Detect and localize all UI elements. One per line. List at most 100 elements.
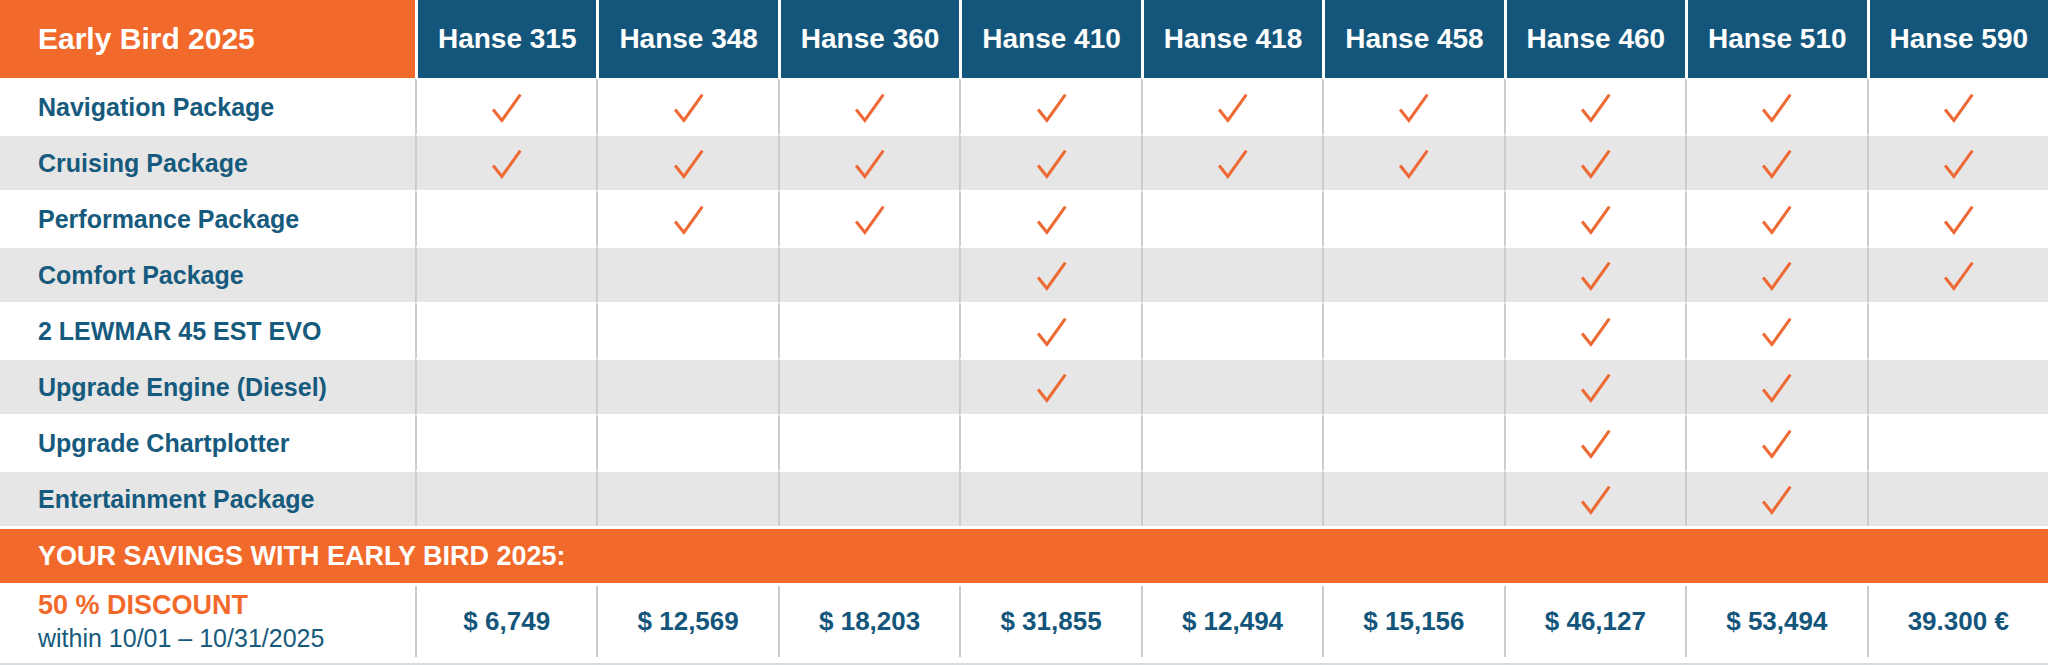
- check-icon: [1577, 427, 1614, 460]
- row-label: Performance Package: [0, 190, 415, 246]
- check-cell: [415, 134, 596, 190]
- check-cell: [1141, 134, 1322, 190]
- check-cell: [596, 470, 777, 526]
- check-icon: [1033, 147, 1070, 180]
- check-cell: [1322, 470, 1503, 526]
- check-icon: [1577, 259, 1614, 292]
- price-hanse-510: $ 53,494: [1685, 586, 1866, 657]
- discount-cell: 50 % DISCOUNT within 10/01 – 10/31/2025: [0, 586, 415, 657]
- check-cell: [415, 302, 596, 358]
- check-icon: [1577, 203, 1614, 236]
- column-header-hanse-418: Hanse 418: [1141, 0, 1322, 78]
- check-icon: [1577, 371, 1614, 404]
- check-cell: [778, 470, 959, 526]
- check-cell: [1867, 134, 2048, 190]
- early-bird-comparison-table: Early Bird 2025 Hanse 315 Hanse 348 Hans…: [0, 0, 2048, 665]
- check-icon: [670, 91, 707, 124]
- check-icon: [1758, 483, 1795, 516]
- check-cell: [959, 358, 1140, 414]
- check-icon: [1214, 147, 1251, 180]
- check-cell: [778, 134, 959, 190]
- page-title: Early Bird 2025: [38, 22, 255, 56]
- check-cell: [1867, 358, 2048, 414]
- check-icon: [1395, 147, 1432, 180]
- check-cell: [1685, 358, 1866, 414]
- check-cell: [596, 78, 777, 134]
- check-icon: [1758, 203, 1795, 236]
- check-cell: [596, 358, 777, 414]
- column-header-hanse-458: Hanse 458: [1322, 0, 1503, 78]
- check-cell: [1685, 470, 1866, 526]
- row-label: 2 LEWMAR 45 EST EVO: [0, 302, 415, 358]
- check-icon: [1033, 203, 1070, 236]
- check-icon: [1940, 91, 1977, 124]
- column-header-hanse-410: Hanse 410: [959, 0, 1140, 78]
- check-cell: [959, 134, 1140, 190]
- check-icon: [1033, 371, 1070, 404]
- price-hanse-460: $ 46,127: [1504, 586, 1685, 657]
- check-icon: [1033, 315, 1070, 348]
- check-cell: [415, 414, 596, 470]
- check-icon: [1577, 91, 1614, 124]
- check-cell: [1322, 358, 1503, 414]
- price-hanse-315: $ 6,749: [415, 586, 596, 657]
- check-cell: [1685, 302, 1866, 358]
- check-cell: [415, 358, 596, 414]
- row-label: Upgrade Engine (Diesel): [0, 358, 415, 414]
- row-label: Comfort Package: [0, 246, 415, 302]
- check-icon: [1940, 203, 1977, 236]
- check-icon: [1940, 147, 1977, 180]
- check-cell: [1504, 470, 1685, 526]
- column-header-hanse-360: Hanse 360: [778, 0, 959, 78]
- row-label: Navigation Package: [0, 78, 415, 134]
- check-cell: [596, 302, 777, 358]
- check-cell: [959, 190, 1140, 246]
- price-hanse-458: $ 15,156: [1322, 586, 1503, 657]
- check-cell: [778, 246, 959, 302]
- check-cell: [959, 470, 1140, 526]
- price-hanse-348: $ 12,569: [596, 586, 777, 657]
- check-cell: [1504, 414, 1685, 470]
- check-cell: [1322, 134, 1503, 190]
- check-icon: [1758, 147, 1795, 180]
- check-cell: [1867, 302, 2048, 358]
- row-label: Cruising Package: [0, 134, 415, 190]
- price-hanse-418: $ 12,494: [1141, 586, 1322, 657]
- discount-title: 50 % DISCOUNT: [38, 589, 248, 623]
- check-cell: [1141, 470, 1322, 526]
- check-cell: [1685, 246, 1866, 302]
- check-icon: [1577, 147, 1614, 180]
- check-icon: [1577, 315, 1614, 348]
- price-hanse-360: $ 18,203: [778, 586, 959, 657]
- check-icon: [1758, 315, 1795, 348]
- check-cell: [596, 134, 777, 190]
- column-header-hanse-590: Hanse 590: [1867, 0, 2048, 78]
- column-header-hanse-510: Hanse 510: [1685, 0, 1866, 78]
- check-cell: [778, 302, 959, 358]
- row-label: Upgrade Chartplotter: [0, 414, 415, 470]
- check-cell: [415, 246, 596, 302]
- check-cell: [1322, 246, 1503, 302]
- check-icon: [670, 147, 707, 180]
- column-header-hanse-460: Hanse 460: [1504, 0, 1685, 78]
- discount-period: within 10/01 – 10/31/2025: [38, 623, 324, 654]
- column-header-hanse-315: Hanse 315: [415, 0, 596, 78]
- check-cell: [1141, 246, 1322, 302]
- check-cell: [1141, 414, 1322, 470]
- check-cell: [778, 358, 959, 414]
- check-cell: [1141, 302, 1322, 358]
- check-cell: [1867, 470, 2048, 526]
- check-cell: [1867, 246, 2048, 302]
- check-cell: [1504, 246, 1685, 302]
- price-hanse-590: 39.300 €: [1867, 586, 2048, 657]
- check-icon: [1214, 91, 1251, 124]
- check-cell: [415, 190, 596, 246]
- check-cell: [959, 414, 1140, 470]
- check-cell: [1504, 190, 1685, 246]
- check-icon: [1758, 91, 1795, 124]
- check-icon: [851, 91, 888, 124]
- table-title-cell: Early Bird 2025: [0, 0, 415, 78]
- check-cell: [1322, 190, 1503, 246]
- check-cell: [1867, 414, 2048, 470]
- check-cell: [959, 246, 1140, 302]
